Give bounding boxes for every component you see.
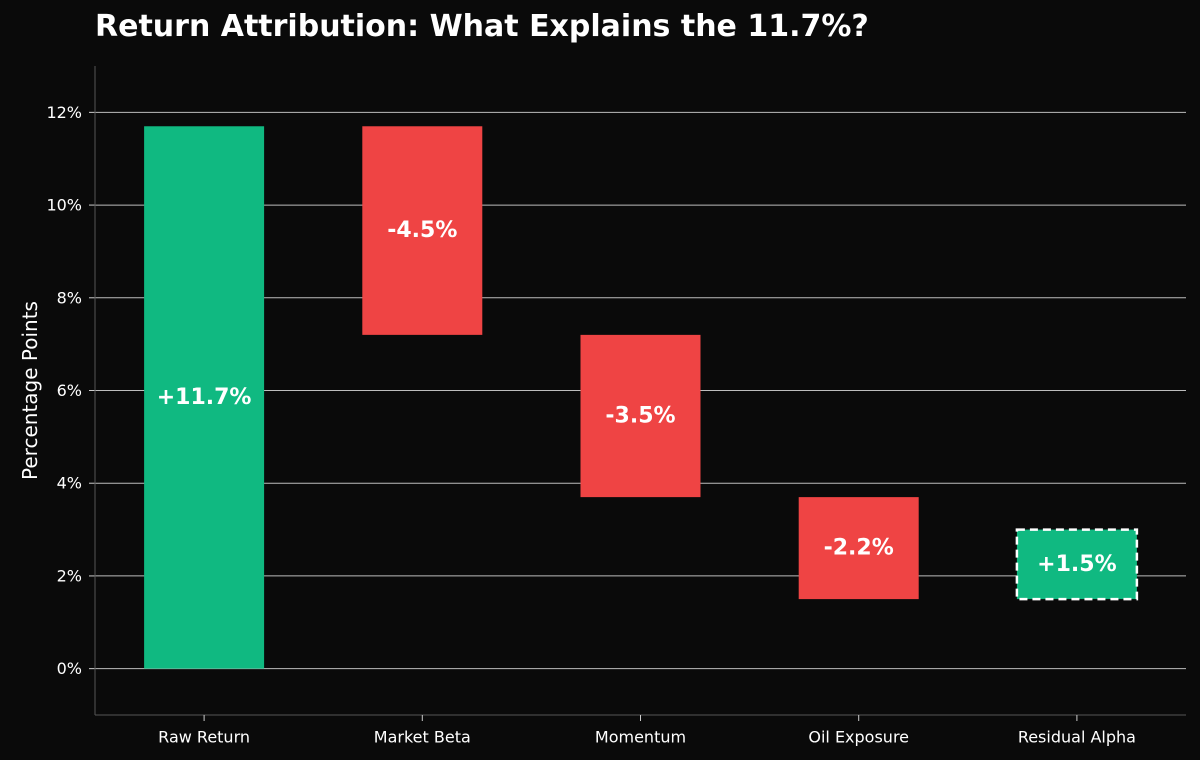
y-tick-label: 10% [46,196,82,215]
bar-value-label: -2.2% [824,536,894,561]
x-tick-label: Raw Return [158,728,250,747]
x-tick-label: Oil Exposure [808,728,909,747]
bar-value-label: +11.7% [157,385,252,410]
y-tick-label: 2% [57,566,82,585]
bars [144,126,1139,669]
bar-value-label: +1.5% [1037,552,1116,577]
y-axis-label: Percentage Points [18,301,42,480]
y-tick-label: 8% [57,288,82,307]
y-tick-label: 12% [46,103,82,122]
x-tick-label: Residual Alpha [1018,728,1136,747]
bar-value-label: -4.5% [387,218,457,243]
data-labels: +11.7% -4.5% -3.5% -2.2% +1.5% [157,218,1117,577]
bar-value-label: -3.5% [605,403,675,428]
y-tick-label: 4% [57,474,82,493]
bar-raw-return [144,126,265,669]
axes: 0% 2% 4% 6% 8% 10% 12% Raw Return Market Beta Mom… [46,66,1186,747]
x-tick-label: Market Beta [374,728,471,747]
bar-market-beta [362,126,483,335]
y-tick-label: 6% [57,381,82,400]
chart-title: Return Attribution: What Explains the 11… [95,9,869,44]
bar-residual-alpha [1015,528,1139,601]
bar-momentum [580,334,701,498]
bar-oil-exposure [798,497,919,600]
x-tick-label: Momentum [595,728,686,747]
y-tick-label: 0% [57,659,82,678]
